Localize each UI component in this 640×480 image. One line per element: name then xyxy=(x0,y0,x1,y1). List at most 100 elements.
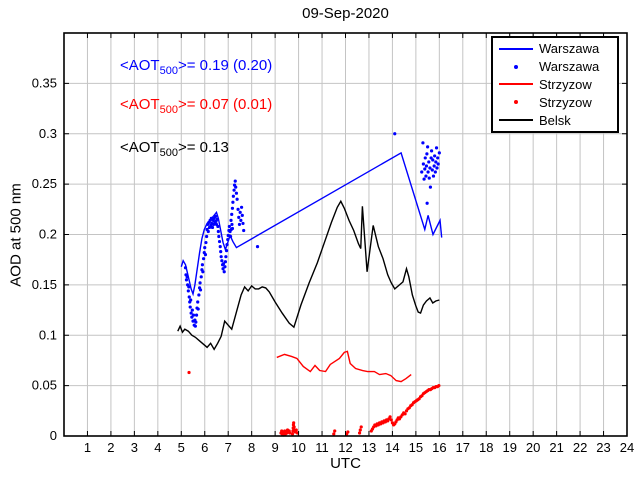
data-point xyxy=(198,281,202,285)
x-tick-label: 21 xyxy=(549,440,563,455)
data-point xyxy=(220,259,224,263)
data-point xyxy=(425,201,429,205)
data-point xyxy=(187,285,191,289)
data-point xyxy=(184,278,189,282)
data-point xyxy=(436,156,440,160)
data-point xyxy=(199,275,203,279)
x-tick-label: 5 xyxy=(178,440,185,455)
legend-item-strzyzow: Strzyzow xyxy=(493,76,617,94)
data-point xyxy=(221,262,226,266)
data-point xyxy=(235,197,239,201)
data-point xyxy=(197,293,201,297)
y-tick-label: 0.1 xyxy=(39,327,57,342)
series-strzyzow-line xyxy=(276,350,412,383)
x-tick-label: 19 xyxy=(502,440,516,455)
data-point xyxy=(221,267,225,271)
data-point xyxy=(187,295,191,299)
x-axis-label: UTC xyxy=(330,455,361,472)
legend-label: Strzyzow xyxy=(539,94,592,110)
y-tick-label: 0.3 xyxy=(39,126,57,141)
data-point xyxy=(223,265,227,269)
data-point xyxy=(223,260,227,264)
legend-item-warszawa: Warszawa xyxy=(493,40,617,58)
legend-label: Belsk xyxy=(539,112,571,128)
data-point xyxy=(425,152,429,156)
data-point xyxy=(225,242,229,247)
data-point xyxy=(433,170,437,174)
legend-line-icon xyxy=(493,83,539,86)
data-point xyxy=(232,188,236,192)
aot-annotation-0: <AOT500>= 0.19 (0.20) xyxy=(120,57,273,77)
x-tick-label: 4 xyxy=(154,440,161,455)
data-point xyxy=(427,176,431,180)
data-point xyxy=(230,212,234,216)
data-point xyxy=(346,430,350,434)
x-tick-label: 24 xyxy=(620,440,634,455)
data-point xyxy=(436,162,440,166)
legend-dot-icon xyxy=(493,64,539,69)
data-point xyxy=(434,160,438,164)
data-point xyxy=(428,185,433,189)
data-point xyxy=(226,237,230,242)
data-point xyxy=(236,207,240,211)
data-point xyxy=(430,168,434,172)
data-point xyxy=(201,257,206,261)
legend-item-belsk: Belsk xyxy=(493,111,617,129)
data-point xyxy=(424,174,428,178)
data-point xyxy=(238,210,242,214)
data-point xyxy=(403,412,407,416)
data-point xyxy=(433,154,437,158)
data-point xyxy=(388,415,392,419)
y-tick-label: 0.15 xyxy=(32,277,57,292)
data-point xyxy=(224,255,228,259)
data-point xyxy=(422,177,426,181)
x-tick-label: 15 xyxy=(409,440,423,455)
data-point xyxy=(437,384,441,388)
data-point xyxy=(233,179,237,183)
data-point xyxy=(215,217,219,221)
aot-annotation-2: <AOT500>= 0.13 xyxy=(120,139,229,159)
x-tick-label: 23 xyxy=(596,440,610,455)
data-point xyxy=(194,320,198,324)
data-point xyxy=(427,160,431,164)
data-point xyxy=(435,166,439,170)
y-tick-label: 0.2 xyxy=(39,227,57,242)
series-strzyzow-dots xyxy=(187,370,441,437)
data-point xyxy=(292,425,296,429)
x-tick-label: 16 xyxy=(432,440,446,455)
data-point xyxy=(219,255,223,259)
data-point xyxy=(203,245,207,250)
legend: Warszawa Warszawa Strzyzow Strzyzow Belsk xyxy=(491,36,619,133)
data-point xyxy=(420,170,424,174)
legend-item-strzyzow: Strzyzow xyxy=(493,93,617,111)
data-point xyxy=(183,266,188,270)
y-tick-label: 0.25 xyxy=(32,176,57,191)
series-warszawa-line xyxy=(180,151,443,297)
data-point xyxy=(358,428,362,432)
data-point xyxy=(428,166,432,170)
data-point xyxy=(332,432,336,436)
data-point xyxy=(186,289,190,293)
x-tick-label: 11 xyxy=(315,440,329,455)
data-point xyxy=(241,221,245,226)
data-point xyxy=(200,263,205,267)
data-point xyxy=(224,249,229,253)
legend-item-warszawa: Warszawa xyxy=(493,58,617,76)
x-tick-label: 6 xyxy=(201,440,208,455)
data-point xyxy=(429,149,434,153)
data-point xyxy=(218,244,222,249)
data-point xyxy=(231,200,235,204)
series-warszawa-dots xyxy=(183,132,441,328)
data-point xyxy=(434,146,439,150)
data-point xyxy=(196,300,200,304)
data-point xyxy=(222,270,226,274)
data-point xyxy=(190,308,194,312)
data-point xyxy=(423,156,427,160)
data-point xyxy=(230,206,235,210)
data-point xyxy=(234,191,239,195)
x-tick-label: 2 xyxy=(107,440,114,455)
data-point xyxy=(359,425,363,429)
data-point xyxy=(210,225,215,230)
data-point xyxy=(230,222,234,227)
data-point xyxy=(194,313,199,317)
